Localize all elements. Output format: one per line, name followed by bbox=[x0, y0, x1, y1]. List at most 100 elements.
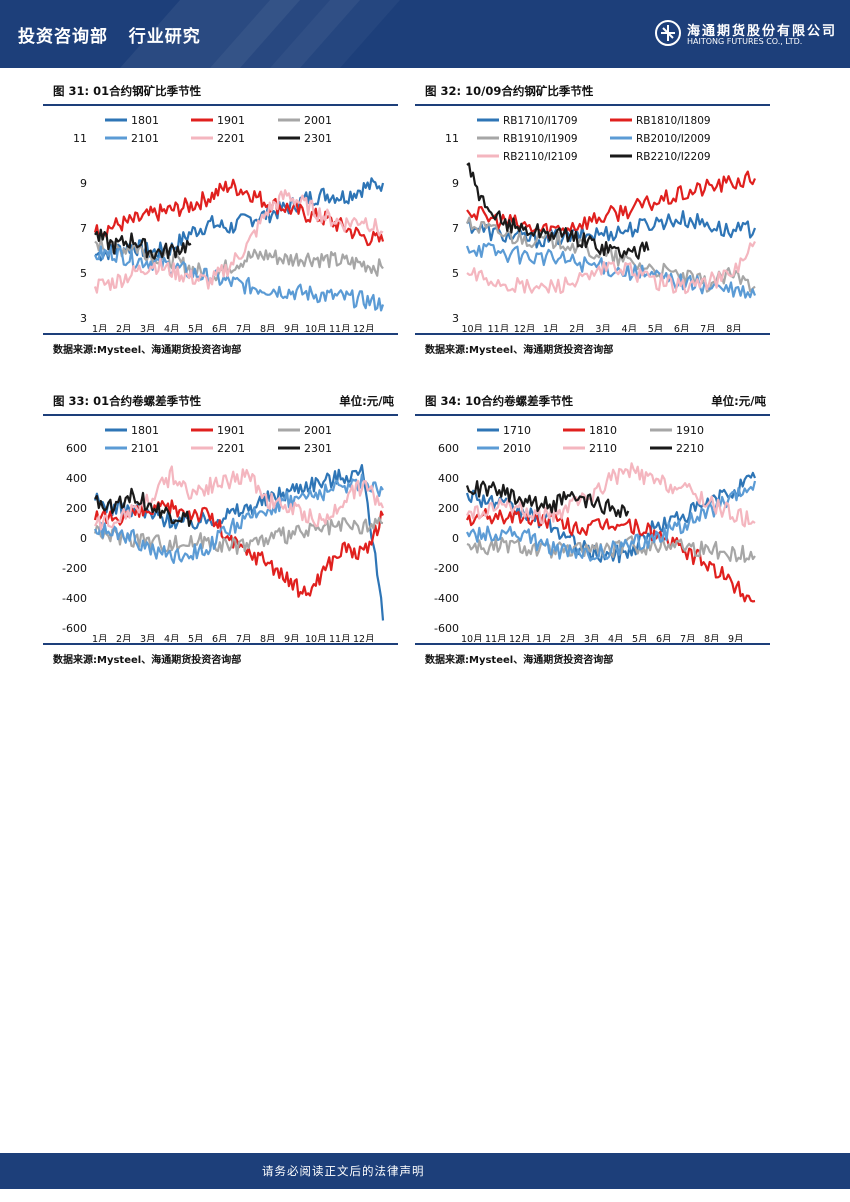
x-tick-label: 12月 bbox=[509, 634, 531, 642]
x-tick-label: 6月 bbox=[212, 324, 228, 332]
x-tick-label: 12月 bbox=[353, 324, 375, 332]
series-line-2010 bbox=[466, 480, 757, 562]
y-tick-label: -600 bbox=[62, 622, 87, 635]
y-tick-label: 7 bbox=[80, 222, 87, 235]
y-tick-label: 400 bbox=[438, 472, 459, 485]
legend-label: 2210 bbox=[676, 442, 704, 455]
x-tick-label: 7月 bbox=[236, 324, 252, 332]
x-tick-label: 5月 bbox=[648, 324, 664, 332]
x-tick-label: 8月 bbox=[260, 324, 276, 332]
x-tick-label: 2月 bbox=[560, 634, 576, 642]
header-title: 投资咨询部 行业研究 bbox=[18, 22, 201, 47]
y-tick-label: 7 bbox=[452, 222, 459, 235]
y-tick-label: 400 bbox=[66, 472, 87, 485]
series-line-2101 bbox=[93, 473, 384, 564]
series-line-2110 bbox=[466, 462, 756, 528]
series-line-RB2110-I2109 bbox=[466, 240, 756, 295]
y-tick-label: 0 bbox=[452, 532, 459, 545]
legend-label: 2101 bbox=[131, 442, 159, 455]
legend-label: 1901 bbox=[217, 114, 245, 127]
series-line-2001 bbox=[94, 236, 384, 285]
series-line-2001 bbox=[93, 516, 384, 555]
logo-name-cn: 海通期货股份有限公司 bbox=[687, 24, 838, 39]
series-line-2301 bbox=[94, 228, 192, 260]
legend-label: RB1710/I1709 bbox=[503, 115, 578, 127]
legend-label: 1801 bbox=[131, 424, 159, 437]
y-tick-label: 5 bbox=[452, 267, 459, 280]
x-tick-label: 7月 bbox=[700, 324, 716, 332]
x-tick-label: 1月 bbox=[536, 634, 552, 642]
chart-hc-rebar-01: 600 400 200 0 -200 -400 -600 1月 2月 3月 4月 5月 6月 7月 8月 9月… bbox=[62, 424, 385, 642]
x-tick-label: 7月 bbox=[236, 634, 252, 642]
legend-label: 2301 bbox=[304, 442, 332, 455]
x-tick-label: 8月 bbox=[260, 634, 276, 642]
logo-name-en: HAITONG FUTURES CO., LTD. bbox=[687, 37, 803, 46]
figure-title: 图 31: 01合约钢矿比季节性 bbox=[53, 84, 202, 98]
series-line-2201 bbox=[93, 189, 384, 294]
x-tick-label: 3月 bbox=[140, 324, 156, 332]
y-tick-label: 11 bbox=[73, 132, 87, 145]
series-line-1901 bbox=[93, 178, 385, 247]
x-tick-label: 11月 bbox=[485, 634, 507, 642]
disclaimer-note: 请务必阅读正文后的法律声明 bbox=[262, 1164, 425, 1178]
x-tick-label: 6月 bbox=[674, 324, 690, 332]
title-rule bbox=[415, 104, 770, 106]
legend-label: RB2210/I2209 bbox=[636, 151, 711, 163]
legend-label: 1910 bbox=[676, 424, 704, 437]
legend-label: 2101 bbox=[131, 132, 159, 145]
x-tick-label: 5月 bbox=[188, 634, 204, 642]
y-tick-label: 0 bbox=[80, 532, 87, 545]
series-line-2210 bbox=[465, 480, 630, 519]
title-rule bbox=[43, 104, 398, 106]
series-line-1810 bbox=[466, 507, 756, 603]
x-tick-label: 12月 bbox=[353, 634, 375, 642]
source-note: 数据来源:Mysteel、海通期货投资咨询部 bbox=[53, 655, 242, 666]
source-note: 数据来源:Mysteel、海通期货投资咨询部 bbox=[53, 345, 242, 356]
page-header: 投资咨询部 行业研究 海通期货股份有限公司 HAITONG FUTURES CO… bbox=[0, 0, 850, 68]
x-tick-label: 9月 bbox=[284, 324, 300, 332]
y-tick-label: -400 bbox=[62, 592, 87, 605]
source-rule bbox=[415, 643, 770, 645]
source-note: 数据来源:Mysteel、海通期货投资咨询部 bbox=[425, 345, 614, 356]
chart-steel-ore-10-09: 3 5 7 9 11 10月 11月 12月 1月 2月 3月 4月 5月 6月 7月 8月 RB1710/I1… bbox=[445, 115, 757, 332]
figure-31: 图 31: 01合约钢矿比季节性 3 5 7 9 11 1月 2月 3月 4月 5月 6月 7月 8月 9… bbox=[43, 78, 398, 358]
y-tick-label: 9 bbox=[452, 177, 459, 190]
x-tick-label: 2月 bbox=[116, 324, 132, 332]
figure-32: 图 32: 10/09合约钢矿比季节性 3 5 7 9 11 10月 11月 12月 1月 2月 3… bbox=[415, 78, 770, 358]
source-rule bbox=[43, 333, 398, 335]
y-tick-label: 5 bbox=[80, 267, 87, 280]
x-tick-label: 1月 bbox=[543, 324, 559, 332]
figure-title: 图 32: 10/09合约钢矿比季节性 bbox=[425, 84, 594, 98]
legend-label: 1901 bbox=[217, 424, 245, 437]
unit-label: 单位:元/吨 bbox=[711, 394, 766, 408]
legend-label: RB1810/I1809 bbox=[636, 115, 711, 127]
x-tick-label: 11月 bbox=[329, 324, 351, 332]
source-rule bbox=[43, 643, 398, 645]
figure-33: 图 33: 01合约卷螺差季节性 单位:元/吨 600 400 200 0 -200 -4… bbox=[43, 388, 398, 668]
x-tick-label: 9月 bbox=[728, 634, 744, 642]
y-tick-label: 11 bbox=[445, 132, 459, 145]
y-tick-label: -600 bbox=[434, 622, 459, 635]
title-rule bbox=[415, 414, 770, 416]
series-line-1801 bbox=[94, 177, 385, 262]
y-tick-label: 600 bbox=[438, 442, 459, 455]
company-logo: 海通期货股份有限公司 HAITONG FUTURES CO., LTD. bbox=[655, 20, 835, 50]
x-tick-label: 8月 bbox=[726, 324, 742, 332]
figure-34: 图 34: 10合约卷螺差季节性 单位:元/吨 600 400 200 0 -200 -4… bbox=[415, 388, 770, 668]
title-rule bbox=[43, 414, 398, 416]
x-tick-label: 8月 bbox=[704, 634, 720, 642]
legend-label: 1801 bbox=[131, 114, 159, 127]
x-tick-label: 3月 bbox=[595, 324, 611, 332]
x-tick-label: 4月 bbox=[622, 324, 638, 332]
x-tick-label: 7月 bbox=[680, 634, 696, 642]
y-tick-label: -200 bbox=[62, 562, 87, 575]
legend-label: 2110 bbox=[589, 442, 617, 455]
x-tick-label: 1月 bbox=[92, 634, 108, 642]
x-tick-label: 10月 bbox=[461, 634, 483, 642]
series-line-RB2210-I2209 bbox=[466, 162, 650, 260]
x-tick-label: 4月 bbox=[164, 324, 180, 332]
source-rule bbox=[415, 333, 770, 335]
x-tick-label: 4月 bbox=[164, 634, 180, 642]
x-tick-label: 9月 bbox=[284, 634, 300, 642]
